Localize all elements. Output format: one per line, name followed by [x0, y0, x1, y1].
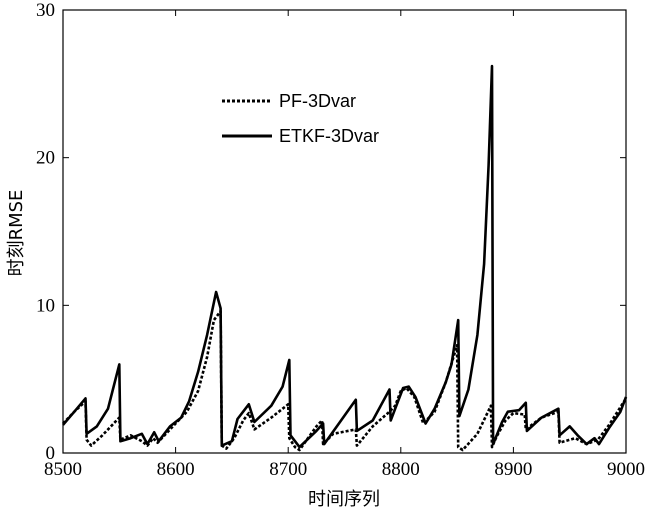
plot-area	[62, 64, 628, 452]
x-tick-label: 8500	[44, 459, 82, 480]
series-line-pf-3dvar	[62, 309, 628, 452]
y-tick-label: 0	[46, 443, 56, 464]
x-axis-title: 时间序列	[308, 489, 380, 510]
x-tick-label: 9000	[607, 459, 645, 480]
x-tick-label: 8600	[157, 459, 195, 480]
x-tick-label: 8700	[269, 459, 307, 480]
y-tick-label: 10	[36, 295, 55, 316]
y-tick-label: 20	[36, 148, 55, 169]
x-tick-label: 8800	[382, 459, 420, 480]
axes: 8500 8600 8700 8800 8900 9000 0 10 20 30	[36, 0, 645, 480]
series-line-etkf-3dvar	[62, 64, 628, 449]
x-tick-label: 8900	[494, 459, 532, 480]
plot-frame	[62, 9, 627, 454]
y-tick-label: 30	[36, 0, 55, 21]
legend: PF-3Dvar ETKF-3Dvar	[222, 91, 379, 146]
y-axis-title: 时刻RMSE	[6, 190, 27, 277]
legend-label-etkf: ETKF-3Dvar	[279, 126, 379, 146]
legend-label-pf: PF-3Dvar	[279, 91, 356, 111]
